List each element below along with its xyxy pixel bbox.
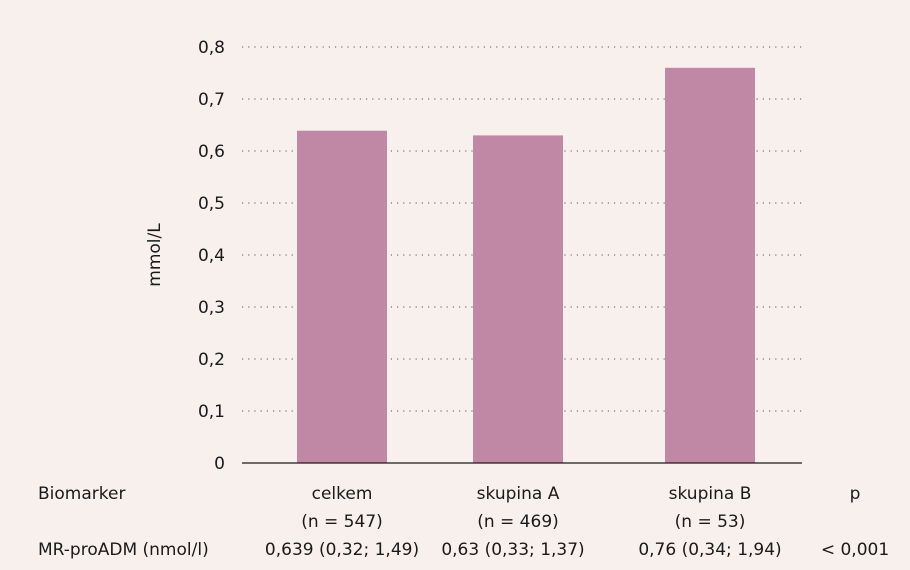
y-tick-label: 0,2 — [198, 350, 225, 370]
column-n-skupina-a: (n = 469) — [477, 512, 559, 532]
y-tick-label: 0 — [214, 454, 225, 474]
column-header-skupina-b: skupina B — [668, 484, 752, 504]
column-header-celkem: celkem — [311, 484, 373, 504]
y-tick-label: 0,7 — [198, 90, 225, 110]
row-value-skupina-a: 0,63 (0,33; 1,37) — [441, 540, 585, 560]
biomarker-header: Biomarker — [38, 484, 126, 504]
bar-skupina-b — [665, 67, 755, 464]
column-header-skupina-a: skupina A — [476, 484, 560, 504]
bar-celkem — [297, 130, 387, 463]
bar-skupina-a — [473, 135, 563, 463]
row-value-celkem: 0,639 (0,32; 1,49) — [264, 540, 420, 560]
y-tick-label: 0,3 — [198, 298, 225, 318]
y-tick-label: 0,4 — [198, 246, 225, 266]
column-n-celkem: (n = 547) — [301, 512, 383, 532]
y-axis-title: mmol/L — [145, 223, 165, 287]
row-p-value: < 0,001 — [820, 540, 890, 560]
row-value-skupina-b: 0,76 (0,34; 1,94) — [638, 540, 782, 560]
y-tick-label: 0,5 — [198, 194, 225, 214]
column-n-skupina-b: (n = 53) — [674, 512, 746, 532]
y-tick-label: 0,6 — [198, 142, 225, 162]
row-label: MR-proADM (nmol/l) — [38, 540, 209, 560]
p-header: p — [849, 484, 861, 504]
y-tick-label: 0,1 — [198, 402, 225, 422]
y-tick-label: 0,8 — [198, 38, 225, 58]
bar-chart: 0 0,1 0,2 0,3 0,4 0,5 0,6 0,7 0,8 mmol/L — [145, 38, 802, 474]
